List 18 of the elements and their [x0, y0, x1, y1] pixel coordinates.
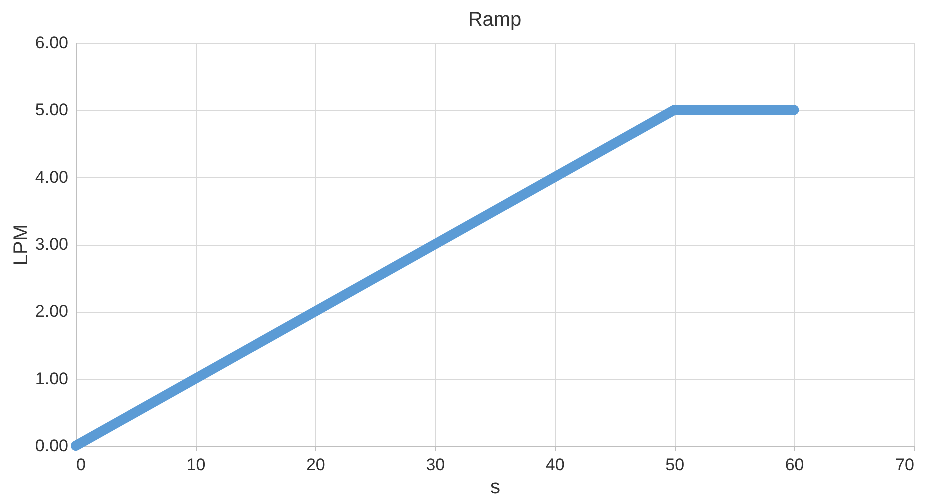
y-tick-label: 6.00 — [35, 34, 68, 52]
x-tick-label: 0 — [76, 456, 86, 474]
x-axis-title: s — [490, 476, 500, 498]
y-tick-label: 0.00 — [35, 436, 68, 456]
y-axis-title: LPM — [10, 224, 32, 266]
x-tick-label: 50 — [666, 456, 685, 474]
y-tick-label: 1.00 — [35, 369, 68, 388]
x-tick-label: 60 — [785, 456, 804, 474]
x-tick-label: 70 — [896, 456, 914, 474]
y-tick-label: 5.00 — [35, 100, 68, 120]
y-tick-label: 3.00 — [35, 235, 68, 254]
y-tick-label: 4.00 — [35, 168, 68, 187]
chart-title: Ramp — [468, 9, 522, 31]
x-tick-label: 20 — [306, 456, 326, 474]
x-tick-label: 10 — [186, 456, 206, 474]
y-tick-label: 2.00 — [35, 302, 68, 322]
x-tick-label: 30 — [426, 456, 446, 474]
x-tick-label: 40 — [546, 456, 565, 474]
